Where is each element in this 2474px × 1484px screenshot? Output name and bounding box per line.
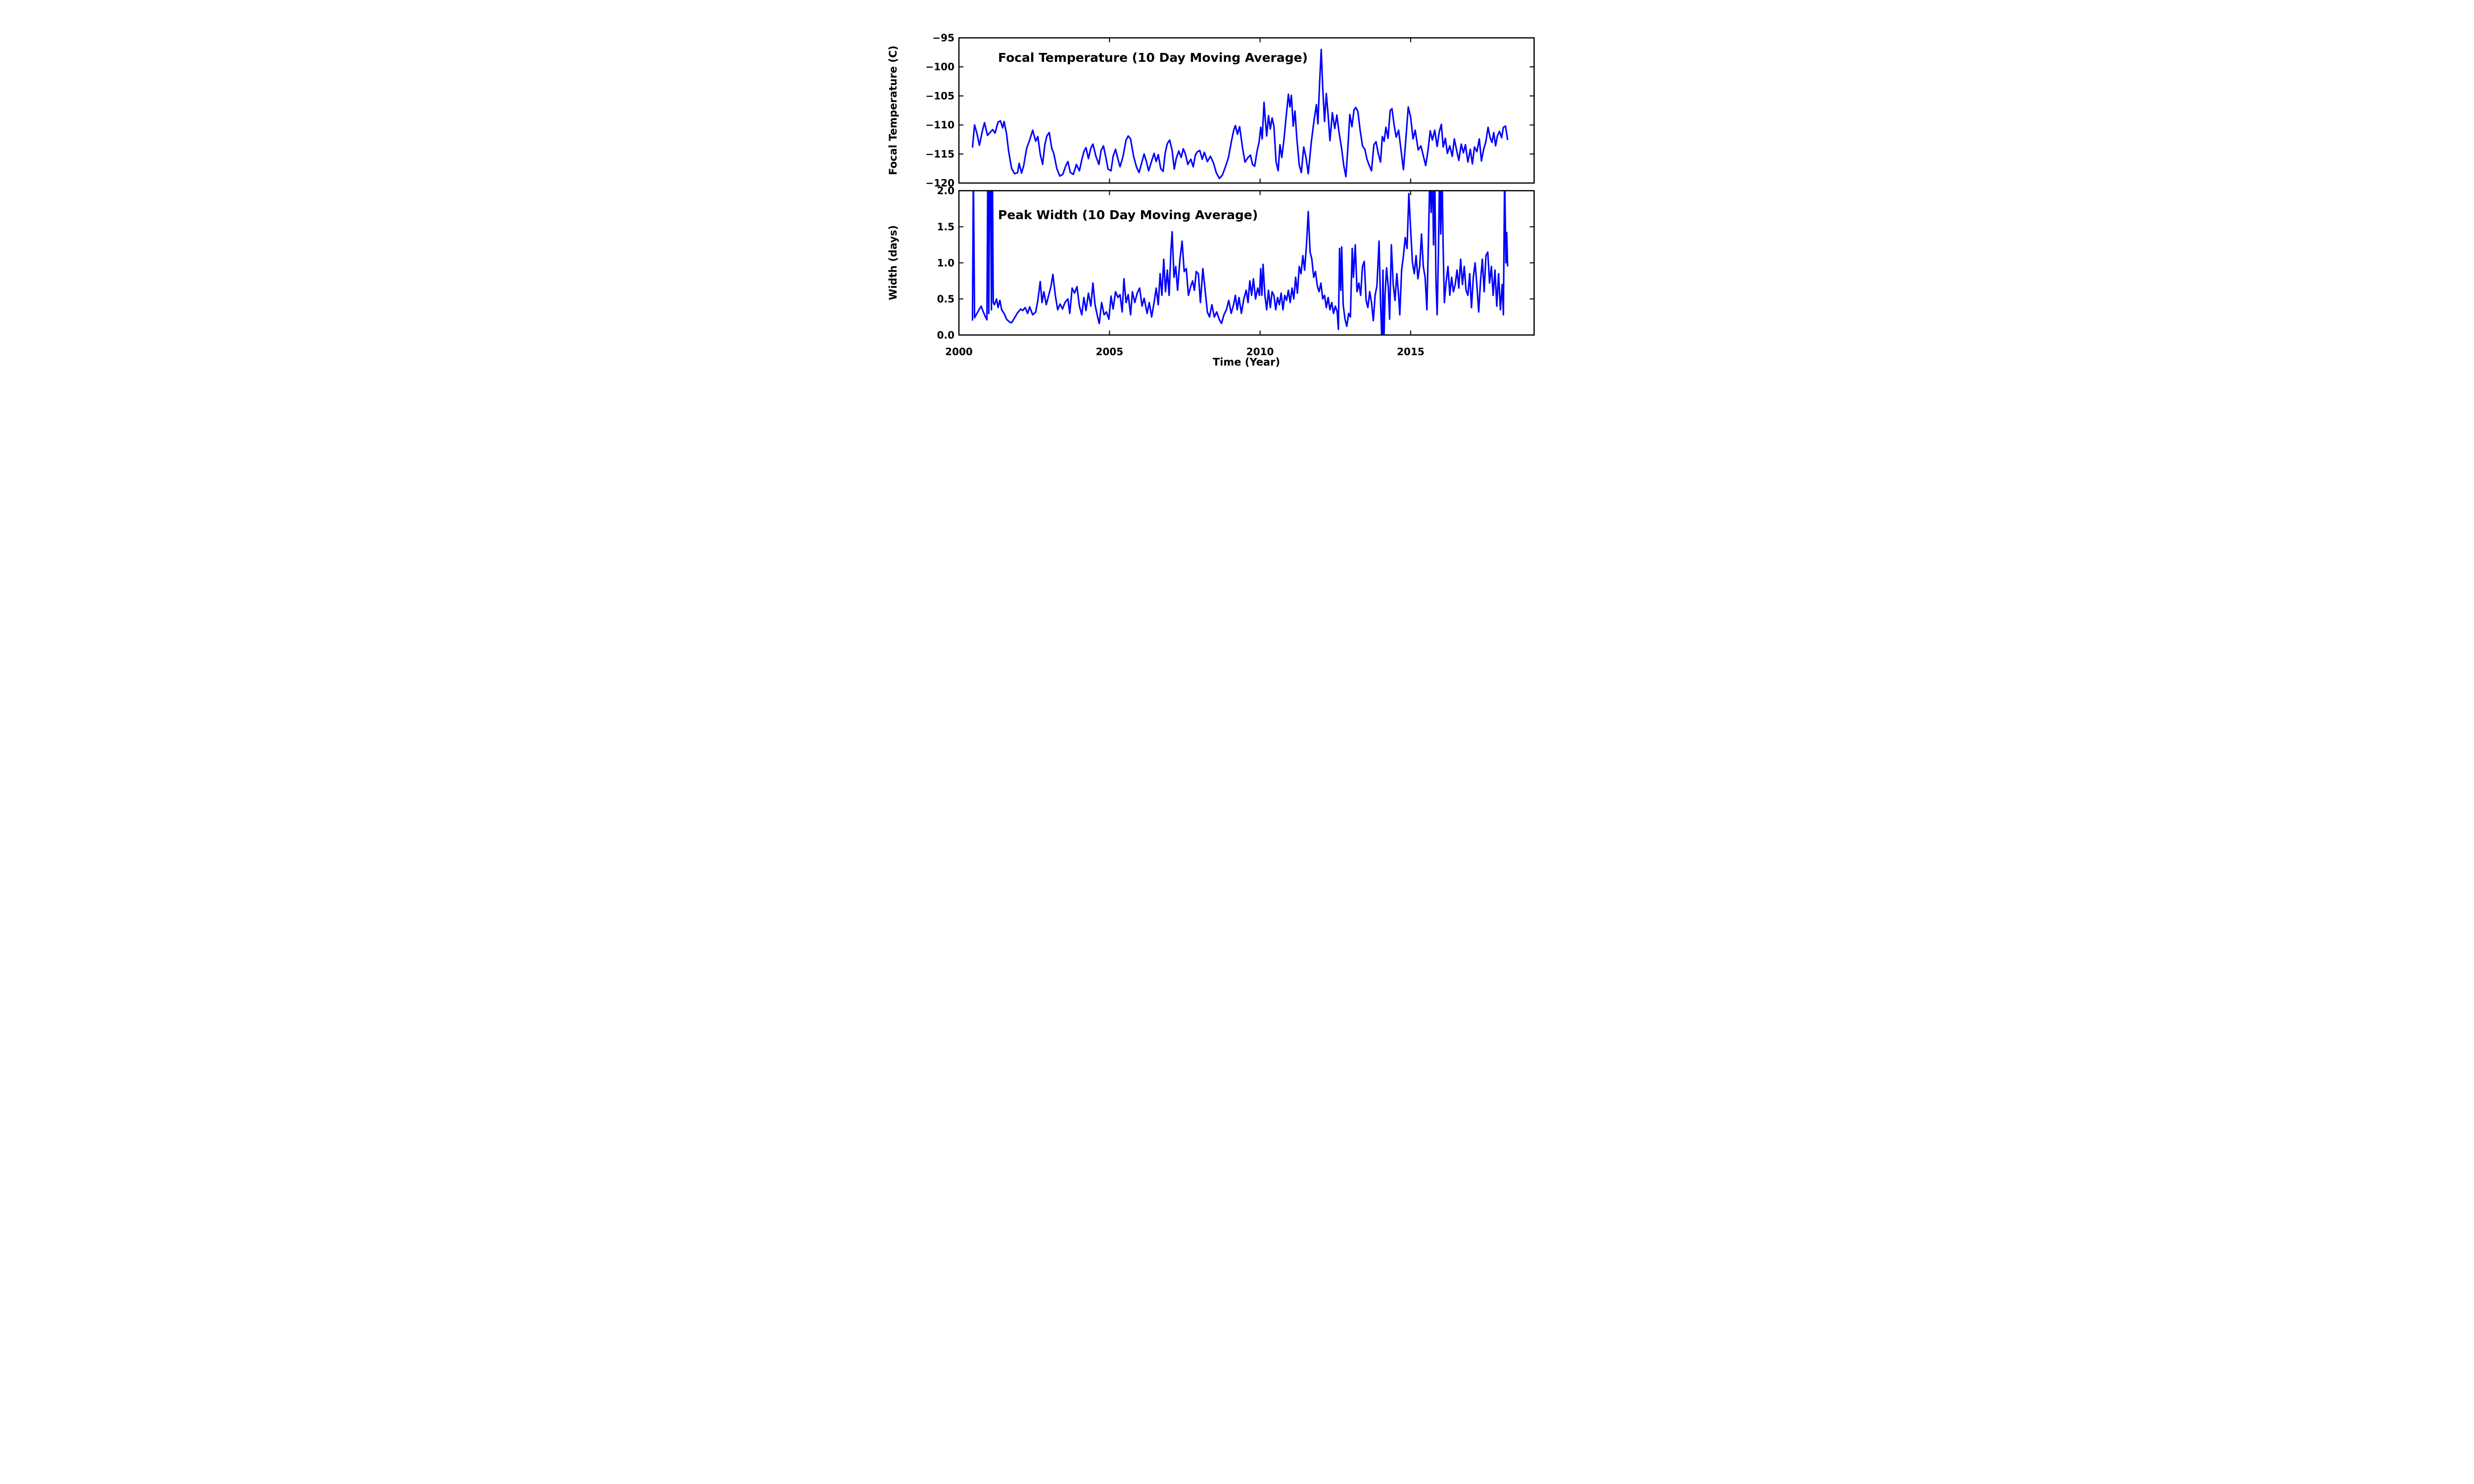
y-tick-label: 1.5 [937,221,954,232]
y-tick-label: −110 [925,119,954,131]
top-plot-frame [958,37,1535,184]
y-tick-label: 0.0 [937,329,954,341]
top-plot-ticks [958,37,1534,184]
x-tick-label: 2015 [1397,346,1425,358]
x-axis-label: Time (Year) [1213,356,1280,368]
y-tick-label: 0.5 [937,293,954,305]
x-tick-label: 2000 [945,346,973,358]
y-tick-label: −100 [925,61,954,73]
y-tick-label: −115 [925,148,954,160]
y-tick-label: −95 [932,32,954,44]
bottom-y-tick-labels: 0.0 0.5 1.0 1.5 2.0 [937,185,954,341]
figure: Focal Temperature (10 Day Moving Average… [866,0,1608,371]
focal_temperature_10d_ma-line [971,48,1509,180]
y-tick-label: 1.0 [937,257,954,269]
peak_width_10d_ma-line [971,190,1509,335]
x-tick-label: 2005 [1095,346,1123,358]
bottom-panel: Peak Width (10 Day Moving Average) Width… [887,185,1535,368]
top-y-axis-label: Focal Temperature (C) [887,46,899,175]
x-tick-label: 2010 [1246,346,1274,358]
top-panel: Focal Temperature (10 Day Moving Average… [887,32,1535,189]
bottom-plot-title: Peak Width (10 Day Moving Average) [998,208,1258,222]
two-panel-line-chart: Focal Temperature (10 Day Moving Average… [887,32,1535,368]
bottom-plot-ticks [958,190,1534,336]
y-tick-label: −105 [925,90,954,102]
y-tick-label: 2.0 [937,185,954,197]
top-plot-title: Focal Temperature (10 Day Moving Average… [998,50,1308,65]
top-y-tick-labels: −95 −100 −105 −110 −115 −120 [925,32,954,189]
y-tick-label: −120 [925,177,954,189]
bottom-y-axis-label: Width (days) [887,225,899,300]
x-tick-labels: 2000 2005 2010 2015 [945,346,1425,358]
